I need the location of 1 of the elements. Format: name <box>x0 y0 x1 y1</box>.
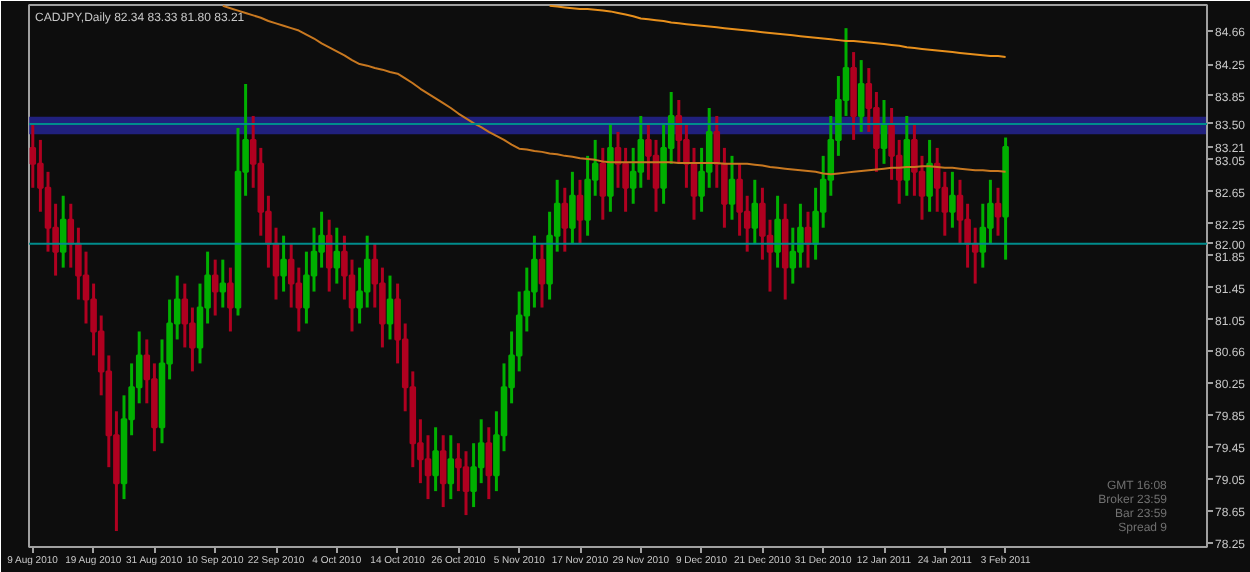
line-series <box>548 5 1007 58</box>
